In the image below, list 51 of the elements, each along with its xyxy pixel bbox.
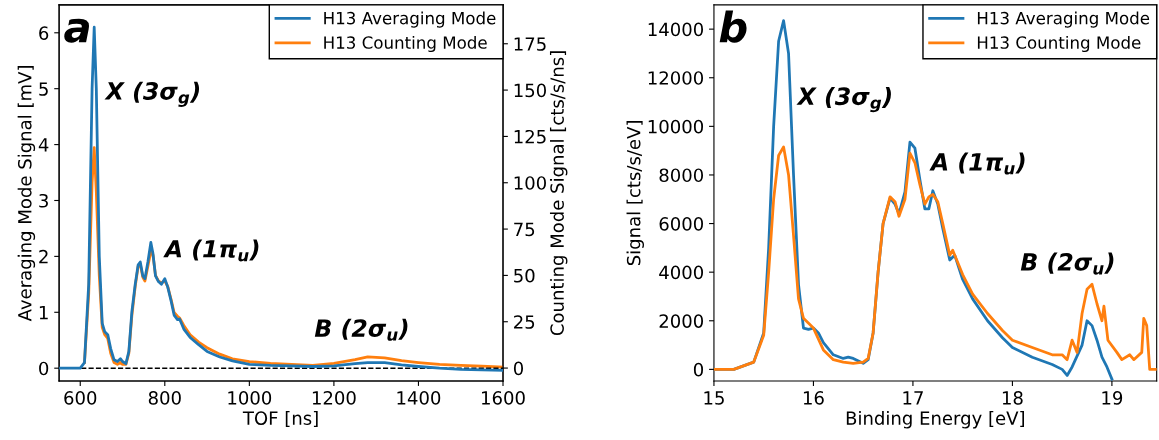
y-tick-label: 4 — [38, 138, 49, 152]
y2-tick-label: 75 — [514, 222, 535, 237]
y-tick-label: 0 — [693, 362, 704, 377]
x-tick-label: 17 — [903, 391, 923, 405]
x-axis-title: TOF [ns] — [242, 411, 318, 428]
y2-tick-label: 150 — [514, 83, 546, 98]
y2-tick-label: 25 — [514, 315, 535, 329]
y-tick-label: 3 — [39, 193, 48, 208]
y-tick-label: 1 — [39, 305, 48, 320]
legend-label: H13 Averaging Mode — [324, 11, 496, 28]
x-tick-label: 16 — [803, 391, 824, 405]
y-tick-label: 2000 — [659, 314, 704, 328]
y-axis-title: Averaging Mode Signal [mV] — [17, 66, 36, 322]
y-tick-label: 8000 — [659, 168, 704, 183]
annotation: X (3σ$_{g}$) — [796, 86, 891, 113]
annotation: B (2σ$_{u}$) — [314, 318, 408, 341]
y-axis-title: Signal [cts/s/eV] — [626, 121, 644, 266]
y-tick-label: 6 — [39, 26, 49, 40]
x-tick-label: 1600 — [482, 391, 525, 405]
x-tick-label: 15 — [704, 391, 724, 405]
y2-tick-label: 175 — [514, 37, 546, 51]
annotation: A (1π$_{u}$) — [929, 152, 1025, 175]
x-tick-label: 1000 — [228, 391, 272, 405]
x-tick-label: 1200 — [312, 391, 356, 405]
legend-label: H13 Averaging Mode — [977, 11, 1150, 28]
y2-tick-label: 0 — [513, 361, 524, 376]
x-tick-label: 19 — [1102, 391, 1123, 405]
annotation: A (1π$_{u}$) — [163, 239, 259, 262]
y-tick-label: 10000 — [648, 119, 704, 134]
x-tick-label: 1400 — [397, 391, 441, 405]
y2-axis-title: Counting Mode Signal [cts/s/ns] — [549, 51, 568, 336]
y-tick-label: 4000 — [659, 265, 704, 280]
annotation: b — [719, 10, 747, 43]
annotation: B (2σ$_{u}$) — [1020, 252, 1114, 275]
x-tick-label: 800 — [148, 391, 181, 405]
y-tick-label: 6000 — [659, 217, 704, 231]
annotation: X (3σ$_{g}$) — [104, 81, 200, 107]
y-tick-label: 14000 — [648, 22, 704, 37]
y2-tick-label: 125 — [514, 129, 546, 144]
legend-label: H13 Counting Mode — [977, 35, 1141, 53]
x-tick-label: 18 — [1002, 391, 1023, 405]
annotation: a — [64, 18, 89, 43]
x-axis-title: Binding Energy [eV] — [846, 411, 1024, 429]
legend-label: H13 Counting Mode — [324, 35, 487, 53]
y-tick-label: 2 — [39, 249, 48, 264]
y-tick-label: 5 — [39, 82, 48, 96]
y-tick-label: 12000 — [648, 71, 704, 85]
x-tick-label: 600 — [64, 391, 97, 405]
y2-tick-label: 50 — [514, 268, 535, 283]
y2-tick-label: 100 — [514, 176, 546, 190]
y-tick-label: 0 — [39, 361, 49, 376]
